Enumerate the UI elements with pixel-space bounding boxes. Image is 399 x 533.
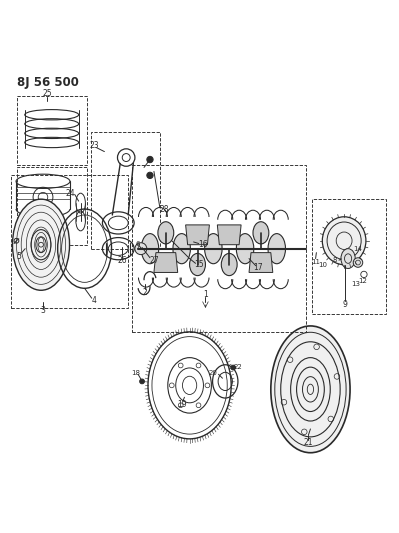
Text: 9: 9 <box>342 300 347 309</box>
Polygon shape <box>217 225 241 245</box>
Ellipse shape <box>173 233 190 264</box>
Circle shape <box>135 243 147 255</box>
Text: 27: 27 <box>149 256 159 265</box>
Text: 12: 12 <box>358 278 367 284</box>
Text: 3: 3 <box>41 306 45 316</box>
Text: 17: 17 <box>253 263 263 272</box>
Ellipse shape <box>12 199 69 290</box>
Text: 7: 7 <box>135 245 140 251</box>
Ellipse shape <box>158 222 174 244</box>
Text: 16: 16 <box>198 240 207 249</box>
Text: 25: 25 <box>42 89 52 98</box>
Text: 2: 2 <box>143 288 148 297</box>
Text: 11: 11 <box>311 259 320 265</box>
Ellipse shape <box>236 233 254 264</box>
Text: 21: 21 <box>304 438 313 447</box>
Text: 18: 18 <box>131 370 140 376</box>
Text: 23: 23 <box>90 141 99 150</box>
Text: 10: 10 <box>318 262 327 268</box>
Ellipse shape <box>322 217 366 265</box>
Ellipse shape <box>268 233 285 264</box>
Polygon shape <box>186 225 209 245</box>
Text: 28: 28 <box>159 205 169 214</box>
Ellipse shape <box>190 253 205 276</box>
Text: 5: 5 <box>16 252 21 261</box>
Ellipse shape <box>141 233 159 264</box>
Text: 6: 6 <box>136 240 140 247</box>
Circle shape <box>353 258 363 267</box>
Circle shape <box>147 172 153 179</box>
Text: 8J 56 500: 8J 56 500 <box>17 76 79 89</box>
Ellipse shape <box>205 233 222 264</box>
Text: 15: 15 <box>195 260 204 269</box>
Circle shape <box>147 156 153 163</box>
Circle shape <box>231 365 235 370</box>
Bar <box>91 132 160 249</box>
Polygon shape <box>249 253 273 272</box>
Circle shape <box>140 379 144 384</box>
Bar <box>17 96 87 165</box>
Ellipse shape <box>341 249 355 269</box>
Ellipse shape <box>221 253 237 276</box>
Text: 24: 24 <box>66 189 75 198</box>
Text: 19: 19 <box>177 400 186 409</box>
Ellipse shape <box>271 326 350 453</box>
Text: 22: 22 <box>234 364 243 370</box>
Text: 20: 20 <box>209 370 217 376</box>
Text: 8: 8 <box>333 257 337 263</box>
Bar <box>132 165 306 332</box>
Text: 13: 13 <box>352 281 361 287</box>
Bar <box>11 175 128 308</box>
Text: 26: 26 <box>117 256 127 265</box>
Text: 14: 14 <box>354 246 362 252</box>
Bar <box>17 167 87 245</box>
Text: 4: 4 <box>92 296 97 305</box>
Ellipse shape <box>253 222 269 244</box>
Text: 1: 1 <box>203 290 208 298</box>
Bar <box>312 199 386 314</box>
Polygon shape <box>154 253 178 272</box>
